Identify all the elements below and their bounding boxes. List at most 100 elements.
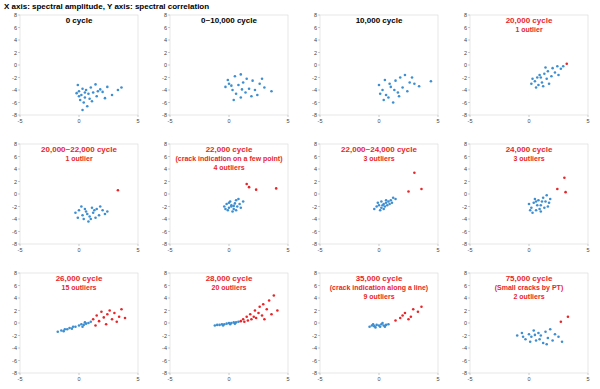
y-tick (468, 144, 470, 145)
point (401, 86, 404, 89)
point (216, 324, 219, 327)
y-tick (168, 144, 170, 145)
point (531, 211, 534, 214)
y-tick-label: -2 (312, 204, 317, 210)
y-tick (18, 15, 20, 16)
y-tick-label: -4 (312, 345, 317, 351)
y-tick-label: 6 (164, 154, 167, 160)
point (81, 325, 84, 328)
point (232, 205, 235, 208)
y-tick (168, 335, 170, 336)
point (381, 322, 384, 325)
y-tick (468, 194, 470, 195)
point (404, 312, 407, 315)
point (231, 89, 234, 92)
point (537, 199, 540, 202)
point (392, 101, 395, 104)
panel-title: 20,000 cycle (506, 16, 553, 25)
point (530, 335, 533, 338)
point (545, 77, 548, 80)
point (534, 334, 537, 337)
y-tick-label: -6 (162, 229, 167, 235)
y-tick-label: -6 (12, 100, 17, 106)
point (541, 81, 544, 84)
point (115, 320, 118, 323)
x-tick (20, 115, 21, 117)
y-tick (468, 373, 470, 374)
x-tick (438, 244, 439, 246)
point (530, 82, 533, 85)
y-tick-label: 0 (314, 62, 317, 68)
x-tick (470, 373, 471, 375)
x-tick-label: -5 (18, 247, 23, 253)
point (95, 314, 98, 317)
point (227, 79, 230, 82)
point (413, 82, 416, 85)
point (378, 84, 381, 87)
point (273, 294, 276, 297)
point (105, 323, 108, 326)
point (101, 91, 104, 94)
point (262, 303, 265, 306)
y-tick-label: -6 (312, 100, 317, 106)
point (244, 91, 247, 94)
point (99, 88, 102, 91)
point (255, 317, 258, 320)
point (270, 313, 273, 316)
y-tick-label: -8 (462, 112, 467, 118)
point (417, 310, 420, 313)
point (237, 320, 240, 323)
y-tick (18, 27, 20, 28)
point (535, 209, 538, 212)
y-tick-label: 8 (314, 141, 317, 147)
point (245, 183, 248, 186)
panel: -8-6-4-202468-505 (12, 270, 139, 382)
x-tick (320, 115, 321, 117)
y-tick-label: -4 (12, 345, 17, 351)
y-tick (468, 323, 470, 324)
point (270, 90, 273, 93)
panel: -8-6-4-202468-505 (312, 270, 439, 382)
point (228, 201, 231, 204)
x-tick-label: 0 (527, 376, 530, 382)
point (382, 208, 385, 211)
point (545, 343, 548, 346)
point (92, 211, 95, 214)
y-tick (468, 102, 470, 103)
x-tick-label: -5 (318, 376, 323, 382)
point (214, 324, 217, 327)
x-tick (79, 244, 80, 246)
point (241, 88, 244, 91)
x-tick-label: -5 (318, 247, 323, 253)
point (394, 79, 397, 82)
y-tick (18, 219, 20, 220)
point (242, 81, 245, 84)
y-tick-label: 2 (314, 308, 317, 314)
y-tick-label: 6 (164, 25, 167, 31)
point (243, 320, 246, 323)
point (407, 190, 410, 193)
point (80, 94, 83, 97)
point (410, 315, 413, 318)
y-tick (168, 115, 170, 116)
point (542, 196, 545, 199)
point (551, 339, 554, 342)
point (94, 83, 97, 86)
y-tick (18, 65, 20, 66)
y-tick-label: -2 (462, 333, 467, 339)
point (374, 326, 377, 329)
point (78, 95, 81, 98)
y-tick-label: -2 (12, 204, 17, 210)
point (222, 324, 225, 327)
y-tick-label: 0 (164, 191, 167, 197)
y-tick-label: 2 (314, 50, 317, 56)
x-tick (470, 115, 471, 117)
point (234, 322, 237, 325)
point (562, 65, 565, 68)
point (544, 200, 547, 203)
y-tick-label: -2 (462, 75, 467, 81)
panel: -8-6-4-202468-505 (462, 12, 589, 124)
y-tick-label: 4 (164, 166, 167, 172)
x-tick (79, 373, 80, 375)
y-tick-label: 8 (14, 12, 17, 18)
